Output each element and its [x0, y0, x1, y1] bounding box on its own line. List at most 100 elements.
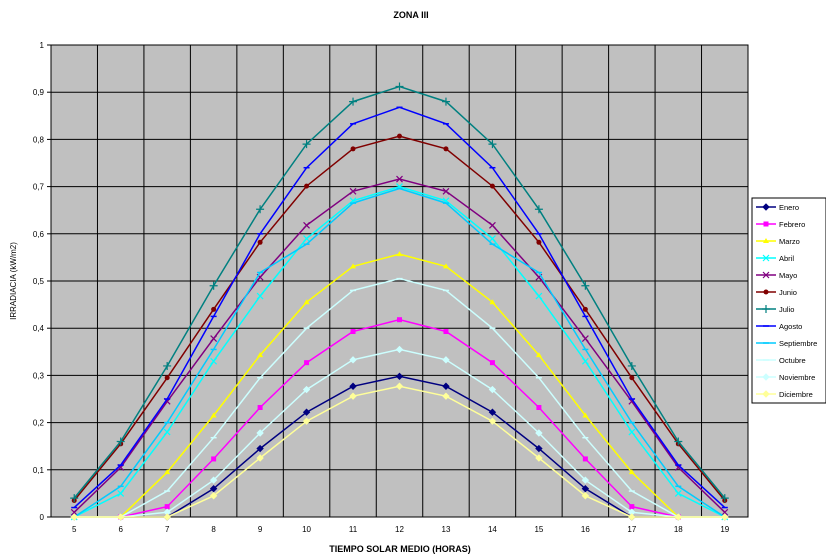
y-tick-label: 0,4: [33, 324, 45, 333]
data-point: [720, 494, 729, 503]
x-axis-label: TIEMPO SOLAR MEDIO (HORAS): [329, 544, 471, 554]
y-tick-label: 0,2: [33, 419, 45, 428]
data-point: [628, 428, 636, 436]
data-point: [763, 289, 769, 295]
data-point: [489, 183, 495, 189]
data-point: [674, 489, 682, 497]
data-point: [397, 317, 402, 323]
data-point: [489, 221, 496, 229]
x-tick-label: 10: [302, 525, 311, 534]
data-point: [70, 513, 78, 521]
data-point: [536, 404, 542, 410]
data-point: [350, 146, 356, 152]
series-agosto: [71, 106, 728, 509]
data-point: [628, 469, 635, 475]
data-point: [70, 494, 79, 503]
data-point: [209, 492, 218, 500]
data-point: [209, 281, 218, 290]
data-point: [303, 235, 310, 242]
data-point: [581, 484, 590, 493]
data-point: [627, 361, 636, 370]
data-point: [442, 187, 450, 195]
data-point: [582, 456, 588, 462]
chart-title: ZONA III: [393, 10, 428, 20]
data-point: [762, 305, 770, 313]
data-point: [302, 417, 311, 425]
data-point: [302, 140, 311, 149]
data-point: [629, 375, 635, 381]
legend-item: Enero: [756, 203, 799, 212]
data-point: [628, 513, 636, 521]
data-point: [581, 281, 590, 290]
data-point: [302, 385, 311, 394]
data-point: [395, 345, 404, 354]
x-tick-label: 13: [442, 525, 451, 534]
x-tick-label: 14: [488, 525, 497, 534]
x-tick-label: 8: [211, 525, 216, 534]
data-point: [763, 221, 769, 227]
data-point: [210, 335, 218, 343]
data-point: [256, 292, 264, 300]
data-point: [443, 329, 449, 335]
data-point: [535, 292, 543, 300]
legend-item: Octubre: [756, 356, 806, 365]
legend-label: Julio: [779, 305, 794, 314]
x-tick-label: 6: [118, 525, 123, 534]
data-point: [534, 205, 543, 214]
legend-item: Abril: [756, 254, 794, 263]
data-point: [302, 408, 311, 416]
data-point: [535, 429, 543, 437]
data-point: [535, 444, 543, 453]
data-point: [762, 390, 770, 398]
data-point: [349, 382, 357, 390]
data-point: [163, 513, 171, 521]
legend-label: Marzo: [779, 237, 800, 246]
data-point: [721, 513, 729, 521]
data-point: [762, 271, 770, 279]
series-lines: [70, 82, 729, 521]
data-point: [489, 299, 496, 305]
data-point: [163, 361, 172, 370]
legend-item: Febrero: [756, 220, 805, 229]
legend-item: Junio: [756, 288, 797, 297]
data-point: [303, 221, 310, 229]
data-point: [581, 476, 590, 484]
data-point: [441, 97, 450, 106]
x-tick-label: 17: [627, 525, 636, 534]
data-point: [164, 469, 171, 475]
data-point: [488, 417, 497, 425]
x-tick-label: 7: [165, 525, 170, 534]
data-point: [488, 408, 497, 416]
data-point: [349, 187, 357, 195]
data-point: [211, 306, 217, 312]
y-tick-label: 1: [40, 41, 45, 50]
x-axis-ticks: 5 6 7 8 9 10 11 12 13 14 15 16 17 18 19: [72, 525, 730, 534]
data-point: [257, 404, 263, 410]
x-tick-label: 18: [674, 525, 683, 534]
data-point: [582, 306, 588, 312]
y-axis-label: IRRADIACIA (kW/m2): [9, 242, 18, 320]
data-point: [395, 372, 404, 381]
data-point: [256, 205, 265, 214]
legend-item: Mayo: [756, 271, 797, 280]
data-point: [396, 251, 403, 257]
data-point: [535, 352, 542, 358]
data-point: [257, 239, 263, 245]
data-point: [721, 508, 729, 516]
data-point: [442, 392, 450, 400]
data-point: [164, 504, 170, 510]
data-point: [257, 352, 264, 358]
data-point: [256, 454, 264, 462]
data-point: [488, 140, 497, 149]
legend-item: Diciembre: [756, 390, 813, 399]
x-tick-label: 16: [581, 525, 590, 534]
data-point: [581, 335, 589, 343]
legend-label: Octubre: [779, 356, 806, 365]
data-point: [442, 356, 450, 364]
y-tick-label: 0,6: [33, 230, 45, 239]
legend-label: Enero: [779, 203, 799, 212]
data-point: [163, 428, 171, 436]
legend-label: Mayo: [779, 271, 797, 280]
data-point: [116, 437, 125, 446]
data-point: [304, 360, 310, 366]
